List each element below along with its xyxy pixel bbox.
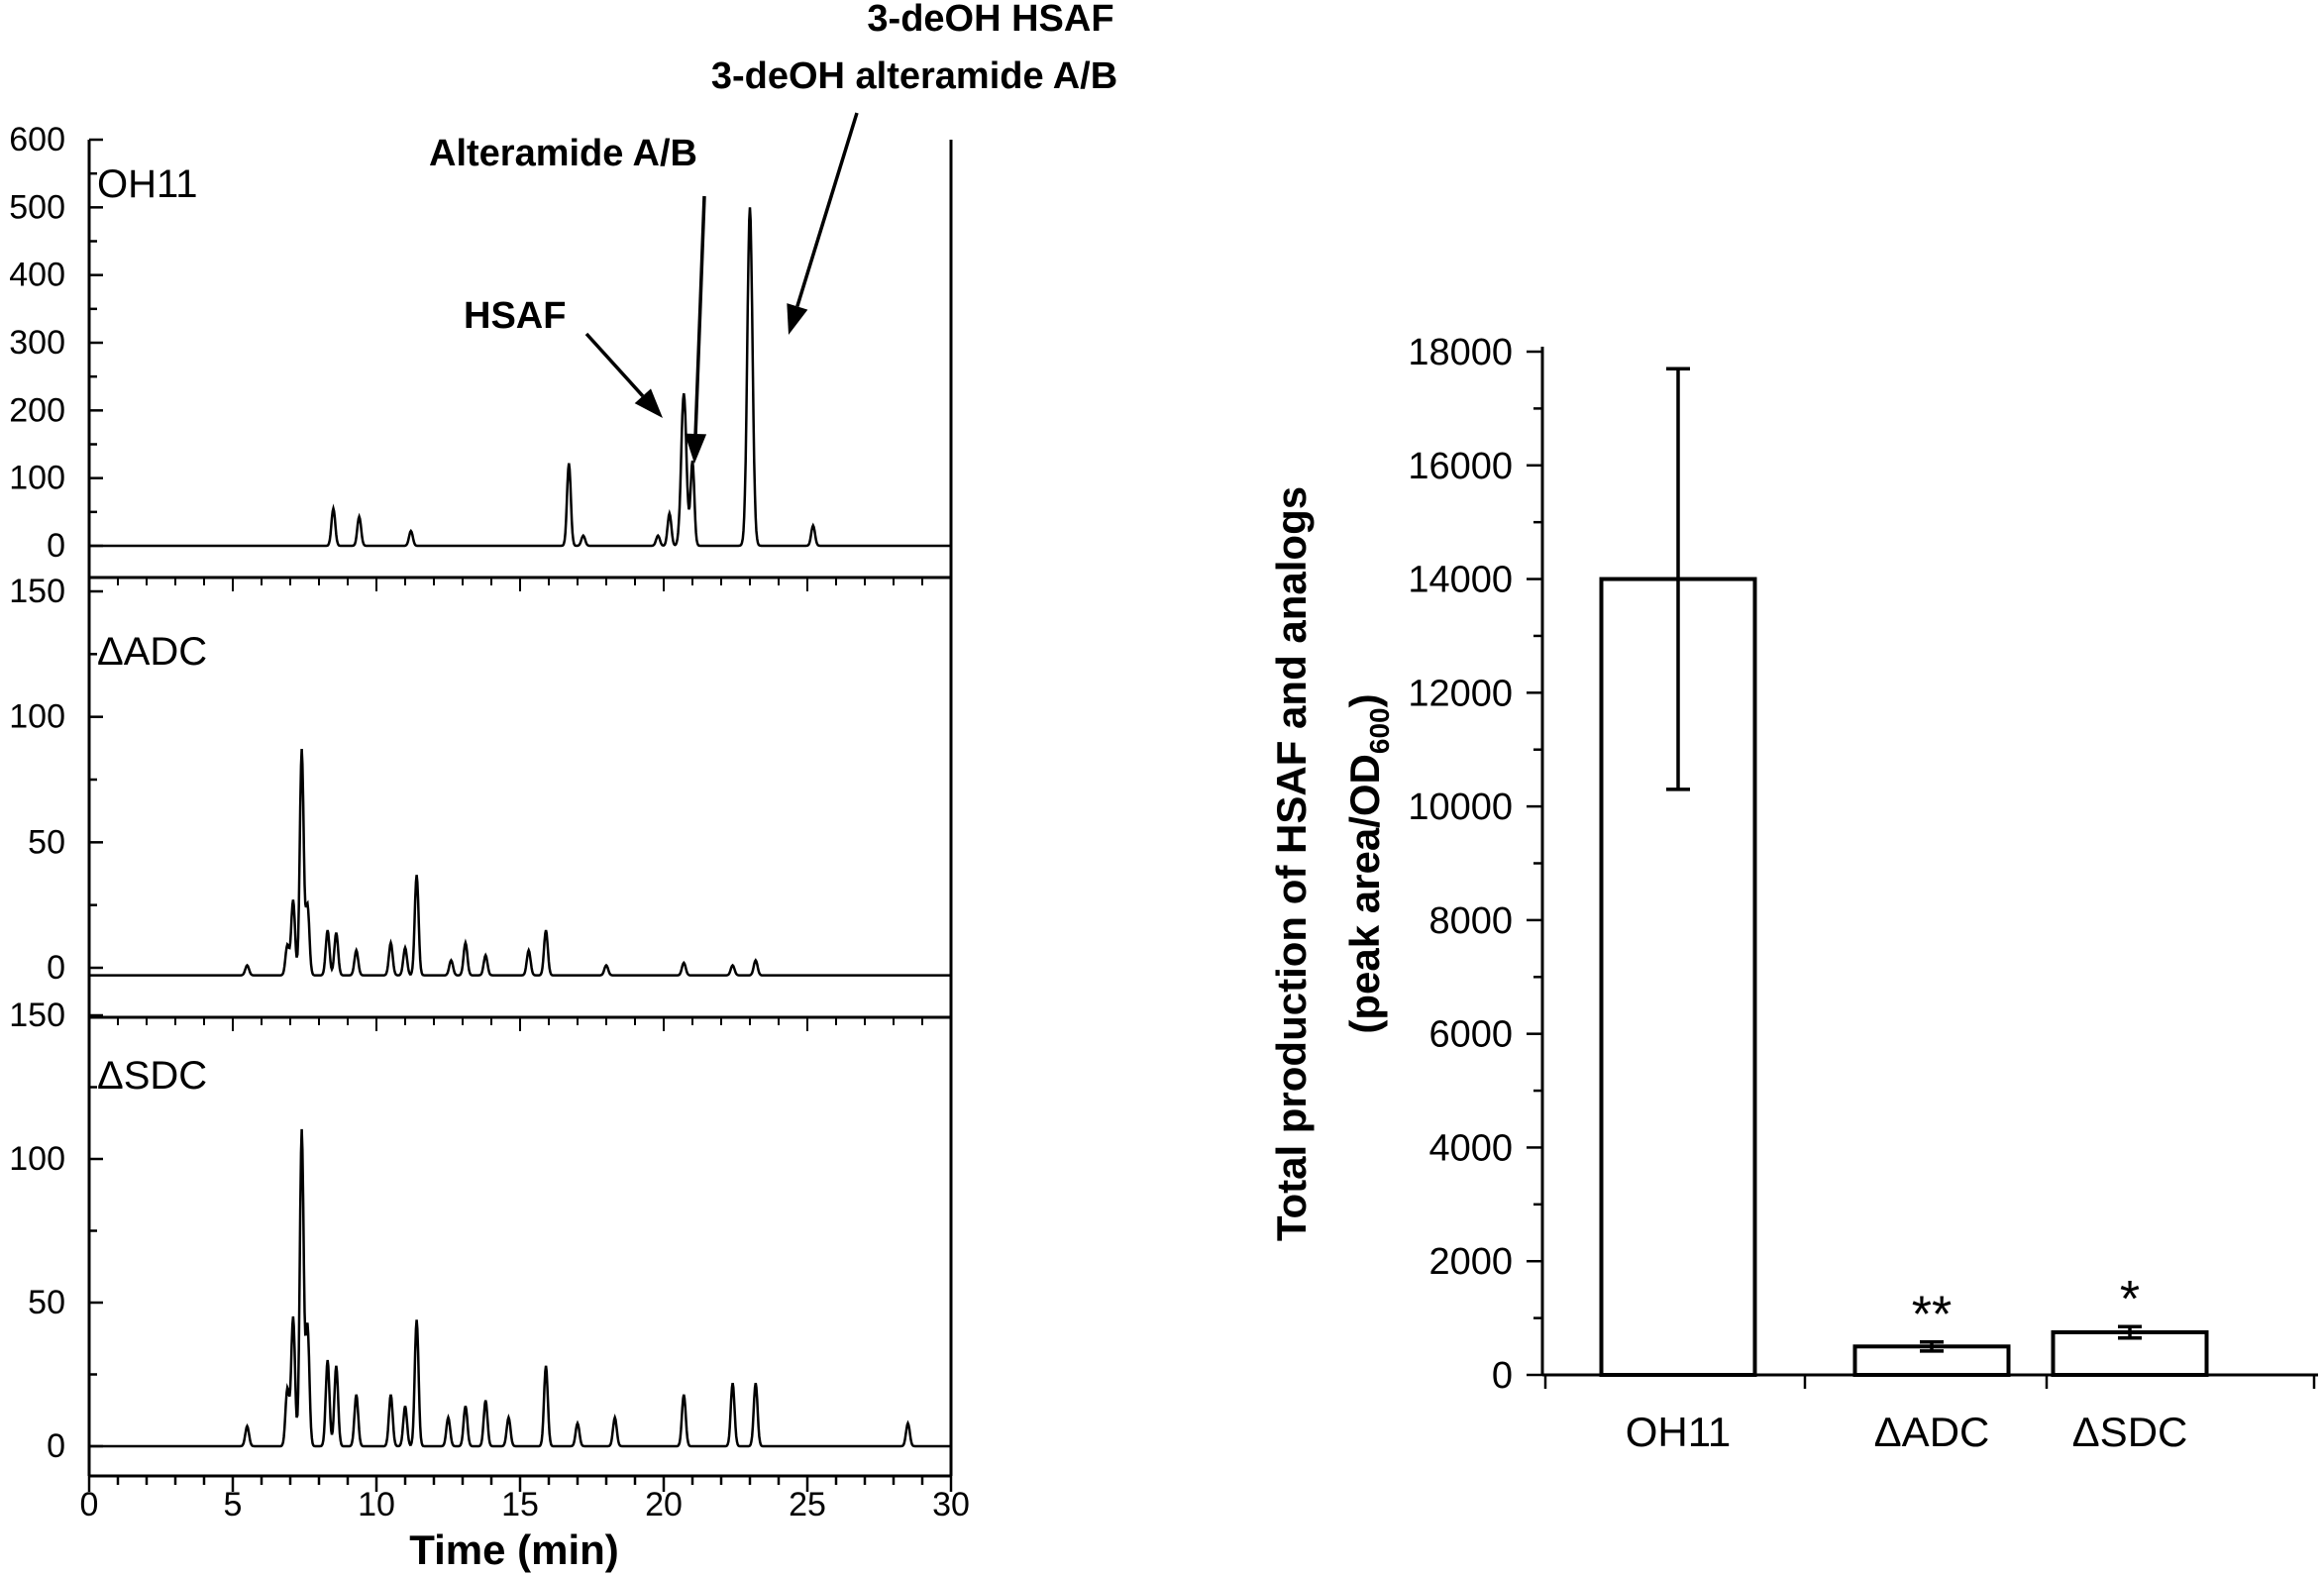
chromatogram-x-axis-title: Time (min)	[409, 1526, 619, 1573]
bar-y-tick-label: 4000	[1428, 1127, 1513, 1169]
annotation-arrow-shaft	[795, 112, 859, 307]
panel-label: ΔSDC	[97, 1054, 207, 1098]
bar-category-label: ΔADC	[1874, 1409, 1990, 1455]
bar-chart-ylabel-line1: Total production of HSAF and analogs	[1268, 486, 1315, 1241]
bar-y-tick-label: 2000	[1428, 1241, 1513, 1283]
bar-y-tick-label: 12000	[1408, 673, 1513, 714]
ylabel-line2-suffix: )	[1341, 693, 1388, 707]
y-tick-label: 150	[9, 573, 65, 610]
annotation-arrow-head	[634, 388, 663, 418]
x-tick-label: 5	[224, 1486, 243, 1523]
bar-y-tick-label: 0	[1492, 1355, 1513, 1397]
y-tick-label: 600	[9, 121, 65, 158]
y-tick-label: 0	[47, 949, 65, 987]
chromatogram-trace	[89, 1128, 951, 1448]
bar-y-tick-label: 14000	[1408, 560, 1513, 601]
y-tick-label: 50	[28, 1284, 65, 1321]
bar	[1852, 1344, 2011, 1377]
x-tick-label: 10	[358, 1486, 395, 1523]
panel-label: OH11	[97, 162, 198, 206]
y-tick-label: 0	[47, 527, 65, 565]
significance-marker: *	[2120, 1271, 2140, 1328]
y-tick-label: 100	[9, 1140, 65, 1178]
annotation-arrow-head	[787, 303, 808, 335]
y-tick-label: 100	[9, 698, 65, 736]
x-tick-label: 25	[789, 1486, 826, 1523]
bar-y-tick-label: 16000	[1408, 446, 1513, 487]
bar-chart-ylabel-line2: (peak area/OD600)	[1341, 693, 1395, 1033]
y-tick-label: 0	[47, 1427, 65, 1465]
bar-y-tick-label: 8000	[1428, 900, 1513, 942]
bar-chart: Total production of HSAF and analogs (pe…	[1268, 332, 2318, 1455]
y-tick-label: 50	[28, 823, 65, 861]
x-tick-label: 0	[80, 1486, 99, 1523]
annotation-label: Alteramide A/B	[429, 133, 697, 174]
annotation-arrow-shaft	[584, 332, 645, 397]
y-tick-label: 300	[9, 324, 65, 362]
chromatogram-trace	[89, 207, 951, 548]
y-tick-label: 150	[9, 997, 65, 1034]
annotation-arrow-head	[685, 433, 707, 464]
annotation-arrow-shaft	[693, 195, 706, 435]
y-tick-label: 400	[9, 257, 65, 294]
x-tick-label: 20	[645, 1486, 683, 1523]
annotation-label: HSAF	[464, 295, 566, 337]
bar-category-label: ΔSDC	[2072, 1409, 2188, 1455]
bar-category-label: OH11	[1626, 1409, 1732, 1455]
y-tick-label: 500	[9, 188, 65, 226]
annotation-label: 3-deOH HSAF	[867, 0, 1113, 40]
x-tick-label: 30	[932, 1486, 970, 1523]
y-tick-label: 200	[9, 391, 65, 429]
bar-y-tick-label: 10000	[1408, 787, 1513, 828]
ylabel-line2-subscript: 600	[1364, 707, 1395, 754]
chromatogram-trace	[89, 748, 951, 977]
x-tick-label: 15	[501, 1486, 539, 1523]
bar-y-tick-label: 18000	[1408, 332, 1513, 373]
ylabel-line2-prefix: (peak area/OD	[1341, 754, 1388, 1033]
significance-marker: **	[1912, 1287, 1952, 1344]
bar-y-tick-label: 6000	[1428, 1014, 1513, 1056]
y-tick-label: 100	[9, 460, 65, 497]
panel-label: ΔADC	[97, 630, 207, 674]
annotation-label: 3-deOH alteramide A/B	[711, 55, 1117, 97]
